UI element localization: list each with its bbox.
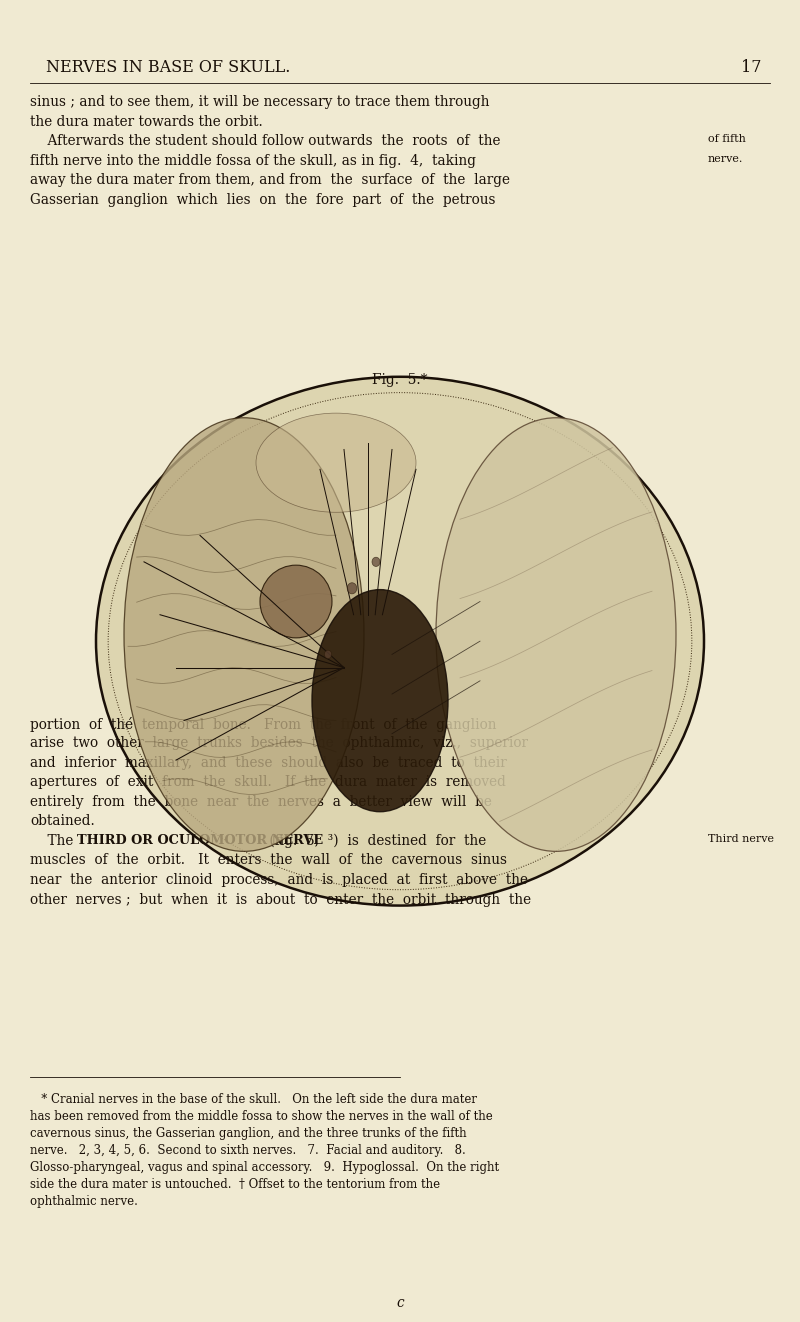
Text: Fig.  5.*: Fig. 5.* <box>372 373 428 387</box>
Text: Gasserian  ganglion  which  lies  on  the  fore  part  of  the  petrous: Gasserian ganglion which lies on the for… <box>30 193 496 208</box>
Text: The: The <box>30 834 78 847</box>
Text: 17: 17 <box>741 59 762 77</box>
Text: muscles  of  the  orbit.   It  enters  the  wall  of  the  cavernous  sinus: muscles of the orbit. It enters the wall… <box>30 854 507 867</box>
Text: the dura mater towards the orbit.: the dura mater towards the orbit. <box>30 115 263 128</box>
Text: fifth nerve into the middle fossa of the skull, as in fig.  4,  taking: fifth nerve into the middle fossa of the… <box>30 153 477 168</box>
Ellipse shape <box>260 564 332 639</box>
Text: ophthalmic nerve.: ophthalmic nerve. <box>30 1195 138 1208</box>
Text: arise  two  other  large  trunks  besides  the  ophthalmic,  viz.,  superior: arise two other large trunks besides the… <box>30 736 528 750</box>
Text: * Cranial nerves in the base of the skull.   On the left side the dura mater: * Cranial nerves in the base of the skul… <box>30 1093 478 1107</box>
Text: entirely  from  the  bone  near  the  nerves  a  better  view  will  be: entirely from the bone near the nerves a… <box>30 795 492 809</box>
Ellipse shape <box>372 558 380 566</box>
Ellipse shape <box>124 418 364 851</box>
Text: Third nerve: Third nerve <box>708 834 774 843</box>
Text: NERVES IN BASE OF SKULL.: NERVES IN BASE OF SKULL. <box>46 59 290 77</box>
Text: nerve.: nerve. <box>708 153 743 164</box>
Text: cavernous sinus, the Gasserian ganglion, and the three trunks of the fifth: cavernous sinus, the Gasserian ganglion,… <box>30 1128 467 1140</box>
Text: nerve.   2, 3, 4, 5, 6.  Second to sixth nerves.   7.  Facial and auditory.   8.: nerve. 2, 3, 4, 5, 6. Second to sixth ne… <box>30 1144 466 1157</box>
Text: apertures  of  exit  from  the  skull.   If  the  dura  mater  is  removed: apertures of exit from the skull. If the… <box>30 775 506 789</box>
Text: Glosso-pharyngeal, vagus and spinal accessory.   9.  Hypoglossal.  On the right: Glosso-pharyngeal, vagus and spinal acce… <box>30 1161 499 1174</box>
Text: sinus ; and to see them, it will be necessary to trace them through: sinus ; and to see them, it will be nece… <box>30 95 490 110</box>
Text: of fifth: of fifth <box>708 135 746 144</box>
Text: Afterwards the student should follow outwards  the  roots  of  the: Afterwards the student should follow out… <box>30 135 501 148</box>
Ellipse shape <box>347 583 357 594</box>
Text: THIRD OR OCULOMOTOR NERVE: THIRD OR OCULOMOTOR NERVE <box>77 834 323 847</box>
Text: (fig.  5,  ³)  is  destined  for  the: (fig. 5, ³) is destined for the <box>265 834 486 849</box>
Text: portion  of  thé  temporal  bone.   From  the  front  of  the  ganglion: portion of thé temporal bone. From the … <box>30 717 497 731</box>
Text: away the dura mater from them, and from  the  surface  of  the  large: away the dura mater from them, and from … <box>30 173 510 188</box>
Text: has been removed from the middle fossa to show the nerves in the wall of the: has been removed from the middle fossa t… <box>30 1110 493 1124</box>
Ellipse shape <box>96 377 704 906</box>
Text: side the dura mater is untouched.  † Offset to the tentorium from the: side the dura mater is untouched. † Offs… <box>30 1178 441 1191</box>
Ellipse shape <box>312 590 448 812</box>
Ellipse shape <box>325 650 332 658</box>
Text: obtained.: obtained. <box>30 814 95 829</box>
Text: c: c <box>396 1296 404 1310</box>
Ellipse shape <box>436 418 676 851</box>
Text: other  nerves ;  but  when  it  is  about  to  enter  the  orbit  through  the: other nerves ; but when it is about to e… <box>30 892 531 907</box>
Ellipse shape <box>256 412 416 512</box>
Text: near  the  anterior  clinoid  process,  and  is  placed  at  first  above  the: near the anterior clinoid process, and i… <box>30 873 528 887</box>
Text: and  inferior  maxillary,  and  these  should  also  be  traced  to  their: and inferior maxillary, and these should… <box>30 756 507 769</box>
